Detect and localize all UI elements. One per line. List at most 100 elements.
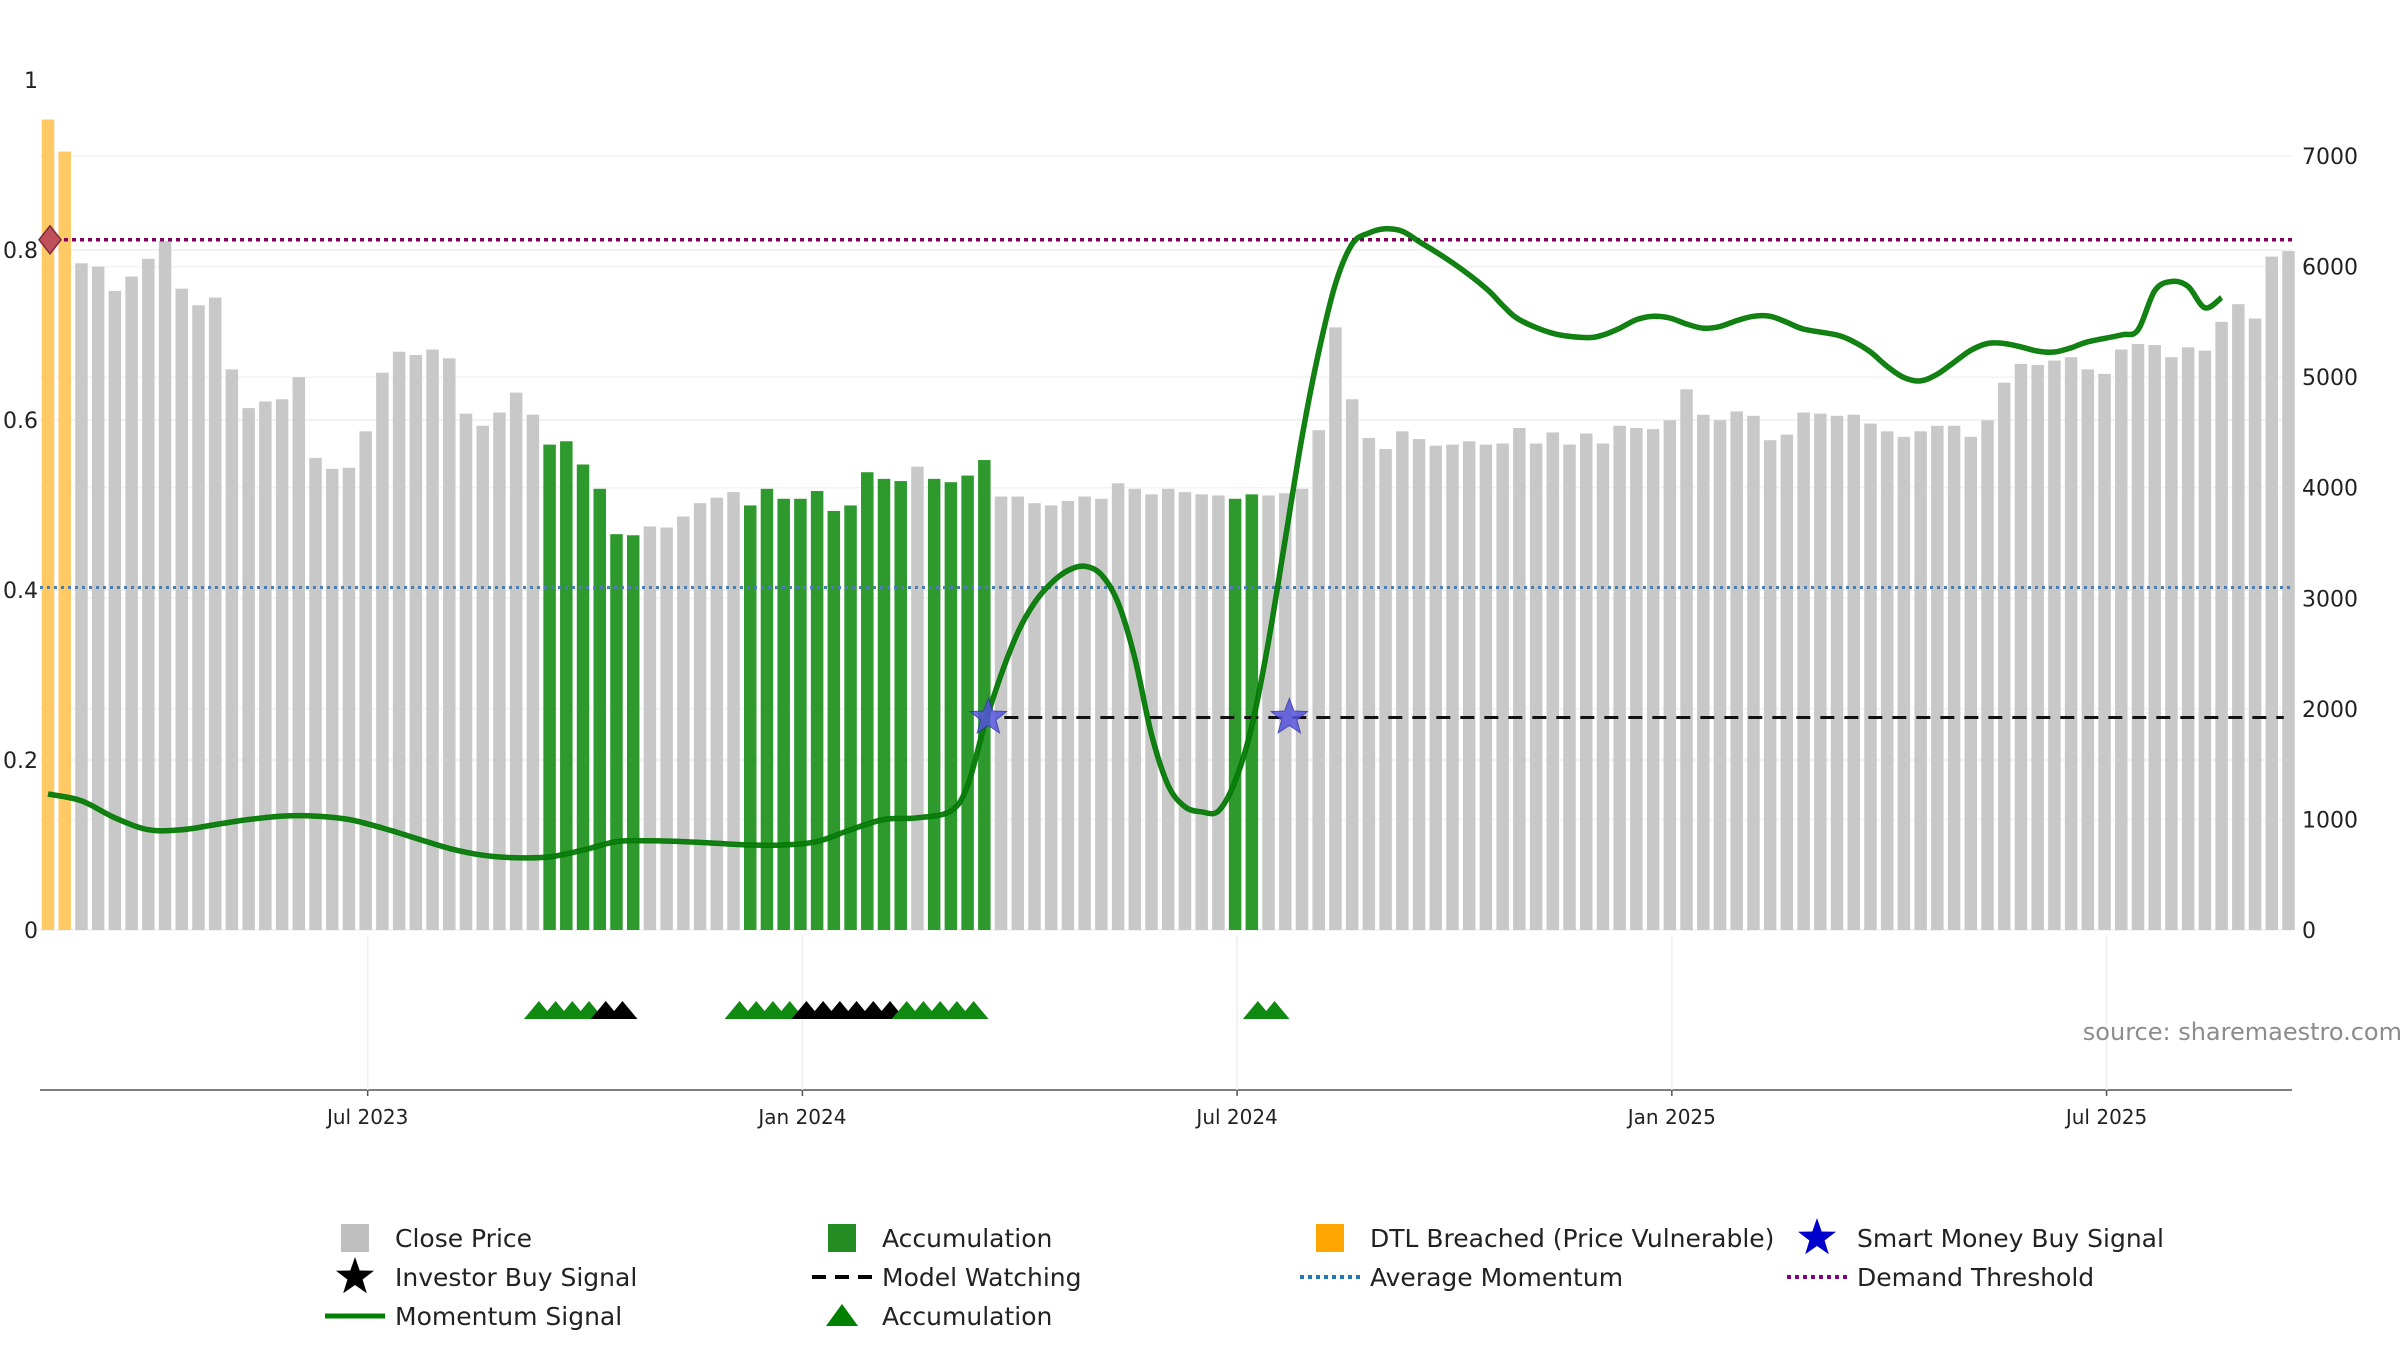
signal-markers: [38, 224, 1309, 735]
close-price-bar: [2064, 357, 2078, 930]
close-price-bar: [275, 399, 289, 930]
momentum-signal-highlight: [47, 227, 2223, 859]
legend-item: Investor Buy Signal: [336, 1257, 637, 1294]
y-left-tick-label: 0.2: [3, 749, 38, 774]
accumulation-bar: [1245, 494, 1259, 930]
close-price-bar: [1295, 488, 1309, 930]
legend-label: DTL Breached (Price Vulnerable): [1370, 1224, 1774, 1253]
close-price-bar: [1563, 444, 1576, 930]
close-price-bar: [359, 431, 372, 930]
legend-item: Accumulation: [826, 1302, 1052, 1331]
close-price-bar: [392, 351, 406, 930]
close-price-bar: [1596, 443, 1610, 930]
close-price-bar: [1061, 500, 1075, 930]
close-price-bar: [1797, 412, 1810, 930]
accumulation-triangle-marker: [1259, 1001, 1290, 1019]
legend-label: Accumulation: [882, 1224, 1052, 1253]
y-right-tick-label: 5000: [2302, 366, 2358, 391]
close-price-bar: [1964, 436, 1978, 930]
y-right-tick-label: 4000: [2302, 477, 2358, 502]
close-price-bar: [1496, 443, 1509, 930]
close-price-bar: [2232, 304, 2245, 930]
close-price-bar: [1329, 327, 1342, 930]
close-price-bar: [1880, 431, 1894, 930]
close-price-bar: [1713, 420, 1727, 930]
legend-swatch: [828, 1224, 856, 1252]
legend-label: Momentum Signal: [395, 1302, 622, 1331]
close-price-bar: [409, 355, 423, 930]
close-price-bar: [1513, 428, 1526, 930]
legend-item: Model Watching: [812, 1263, 1082, 1292]
close-price-bar: [2198, 350, 2212, 930]
y-left-tick-label: 0: [24, 919, 38, 944]
legend-item: Momentum Signal: [325, 1302, 622, 1331]
close-price-bars: [41, 119, 2295, 931]
smart-money-buy-star: [1269, 697, 1309, 735]
close-price-bar: [1262, 495, 1275, 930]
legend-label: Smart Money Buy Signal: [1857, 1224, 2164, 1253]
close-price-bar: [2265, 256, 2279, 930]
legend-star-icon: [1798, 1218, 1836, 1255]
close-price-bar: [2165, 357, 2178, 930]
close-price-bar: [342, 467, 356, 930]
x-tick-label: Jul 2024: [1194, 1105, 1277, 1129]
close-price-bar: [493, 412, 506, 930]
close-price-bar: [1613, 425, 1626, 930]
y-right-tick-label: 2000: [2302, 698, 2358, 723]
axes: 0 0.2 0.4 0.6 0.8 1 0 1000 2000 3000 4000 5000 6000 7…: [3, 69, 2358, 944]
accumulation-bar: [944, 482, 958, 930]
close-price-bar: [1680, 389, 1693, 930]
y-left-tick-label: 0.4: [3, 579, 38, 604]
accumulation-bar: [777, 498, 790, 930]
close-price-bar: [1897, 436, 1911, 930]
close-price-bar: [1312, 430, 1325, 930]
y-left-tick-label: 0.8: [3, 239, 38, 264]
accumulation-bar: [743, 505, 757, 930]
accumulation-bar: [961, 475, 974, 930]
accumulation-bar: [794, 498, 807, 930]
close-price-bar: [192, 305, 205, 930]
close-price-bar: [677, 516, 690, 930]
close-price-bar: [426, 349, 439, 930]
close-price-bar: [2031, 364, 2044, 931]
close-price-bar: [476, 425, 489, 930]
accumulation-bar: [576, 464, 590, 930]
close-price-bar: [526, 414, 540, 930]
close-price-bar: [2282, 251, 2295, 930]
close-price-bar: [376, 372, 389, 931]
legend-label: Close Price: [395, 1224, 532, 1253]
close-price-bar: [459, 413, 473, 930]
close-price-bar: [1914, 431, 1927, 930]
close-price-bar: [1981, 420, 1994, 930]
x-tick-label: Jul 2023: [325, 1105, 408, 1129]
investor-signal-marker: [607, 1001, 638, 1019]
dtl-breached-bar: [58, 151, 71, 930]
close-price-bar: [509, 392, 523, 930]
close-price-bar: [727, 492, 740, 930]
close-price-bar: [1546, 432, 1560, 930]
accumulation-bar: [560, 441, 573, 930]
close-price-bar: [1630, 428, 1643, 930]
close-price-bar: [1997, 382, 2011, 931]
momentum-signal-line: [47, 225, 2224, 861]
accumulation-bar: [810, 491, 824, 930]
close-price-bar: [1931, 425, 1944, 930]
close-price-bar: [1362, 437, 1376, 930]
x-tick-label: Jan 2025: [1626, 1105, 1716, 1129]
x-tick-label: Jan 2024: [756, 1105, 846, 1129]
close-price-bar: [1128, 488, 1142, 930]
legend-label: Accumulation: [882, 1302, 1052, 1331]
accumulation-triangle-marker: [958, 1001, 989, 1019]
accumulation-bar: [894, 481, 907, 930]
close-price-bar: [1947, 425, 1961, 930]
close-price-bar: [1044, 505, 1058, 930]
close-price-bar: [1864, 423, 1877, 930]
close-price-bar: [1412, 439, 1426, 930]
close-price-bar: [259, 401, 272, 930]
close-price-bar: [2014, 363, 2028, 931]
indicator-lines: [40, 225, 2292, 861]
x-tick-label: Jul 2025: [2064, 1105, 2147, 1129]
close-price-bar: [1078, 496, 1091, 930]
close-price-bar: [2148, 345, 2161, 930]
